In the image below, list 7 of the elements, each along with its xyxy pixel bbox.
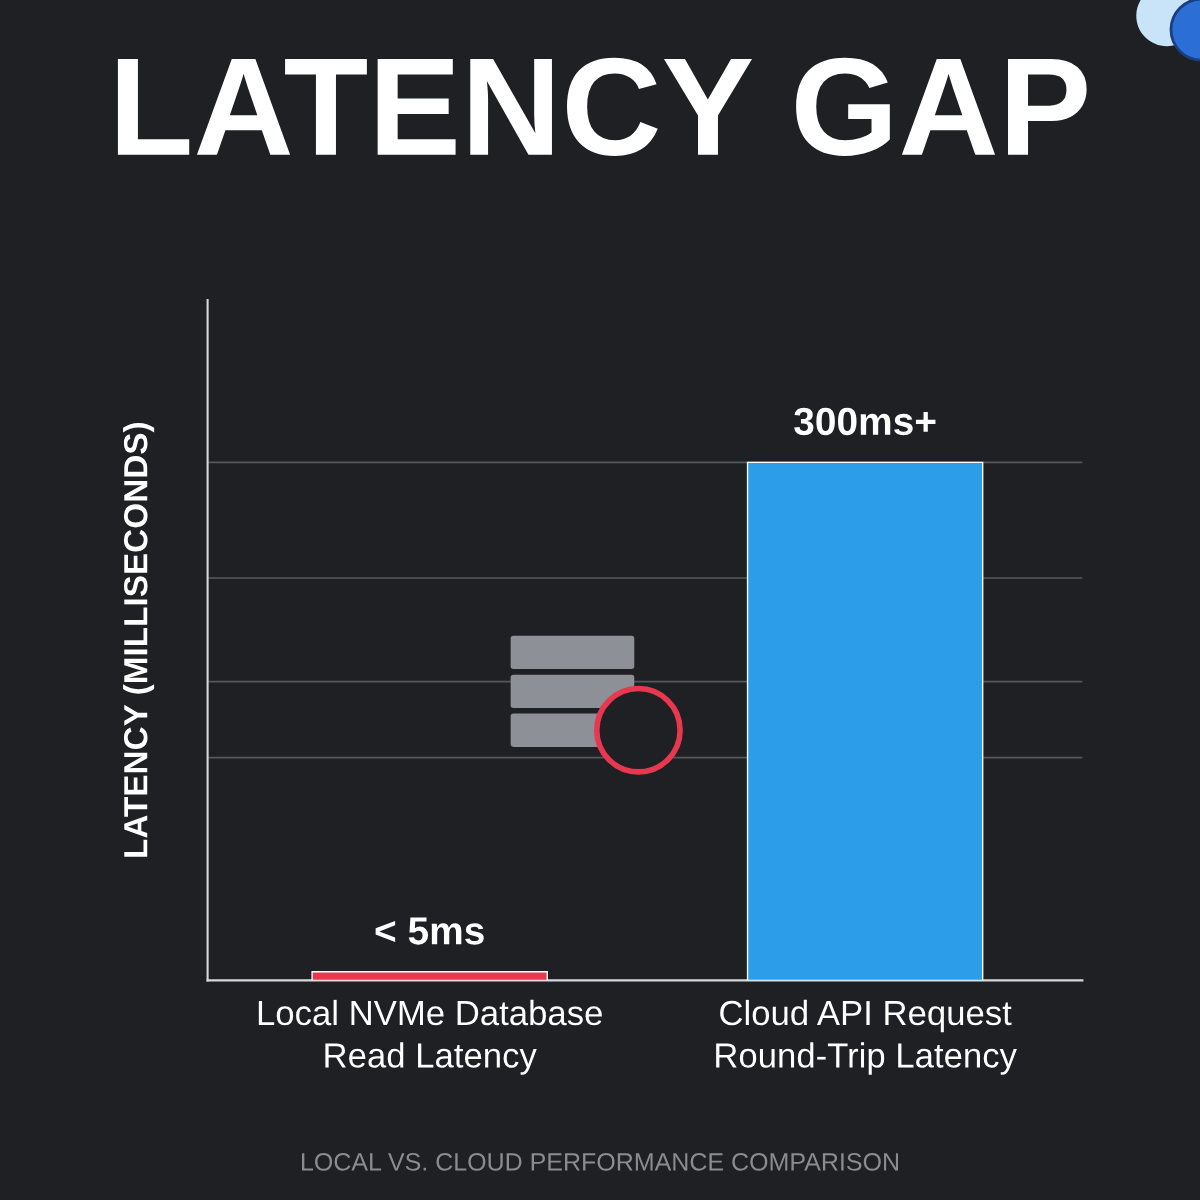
data-label: < 5ms	[375, 917, 484, 945]
x-tick-label: Local NVMe Database Read Latency	[258, 999, 602, 1075]
chart-title: LATENCY GAP	[117, 57, 1087, 157]
x-tick-label: Cloud API Request Round-Trip Latency	[716, 999, 1017, 1075]
data-label: 300ms+	[794, 407, 936, 436]
y-axis-title: LATENCY (MILLISECONDS)	[123, 423, 155, 857]
text: LOCAL VS. CLOUD PERFORMANCE COMPARISON	[302, 1153, 899, 1171]
